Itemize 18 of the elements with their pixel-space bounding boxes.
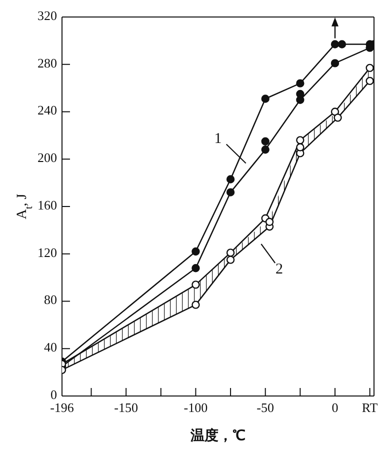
x-axis-title: 温度，℃ <box>190 427 246 444</box>
y-tick-label: 40 <box>44 340 57 355</box>
y-tick-label: 80 <box>44 292 57 308</box>
x-tick-label: -150 <box>114 400 138 415</box>
y-tick-label: 120 <box>38 244 57 260</box>
x-tick-label: -50 <box>256 400 274 415</box>
y-tick-label: 160 <box>38 197 57 212</box>
x-tick-label: -196 <box>50 400 74 415</box>
y-tick-label: 200 <box>38 150 57 166</box>
y-tick-label: 0 <box>50 386 57 402</box>
x-tick-label: 0 <box>332 400 338 415</box>
annotation: 1 <box>214 130 222 147</box>
y-tick-label: 240 <box>38 102 57 118</box>
y-tick-label: 320 <box>38 8 57 23</box>
y-tick-label: 280 <box>38 55 57 70</box>
x-tick-label: RT <box>362 400 378 415</box>
x-tick-label: -100 <box>184 400 208 415</box>
annotation: 2 <box>276 262 284 278</box>
